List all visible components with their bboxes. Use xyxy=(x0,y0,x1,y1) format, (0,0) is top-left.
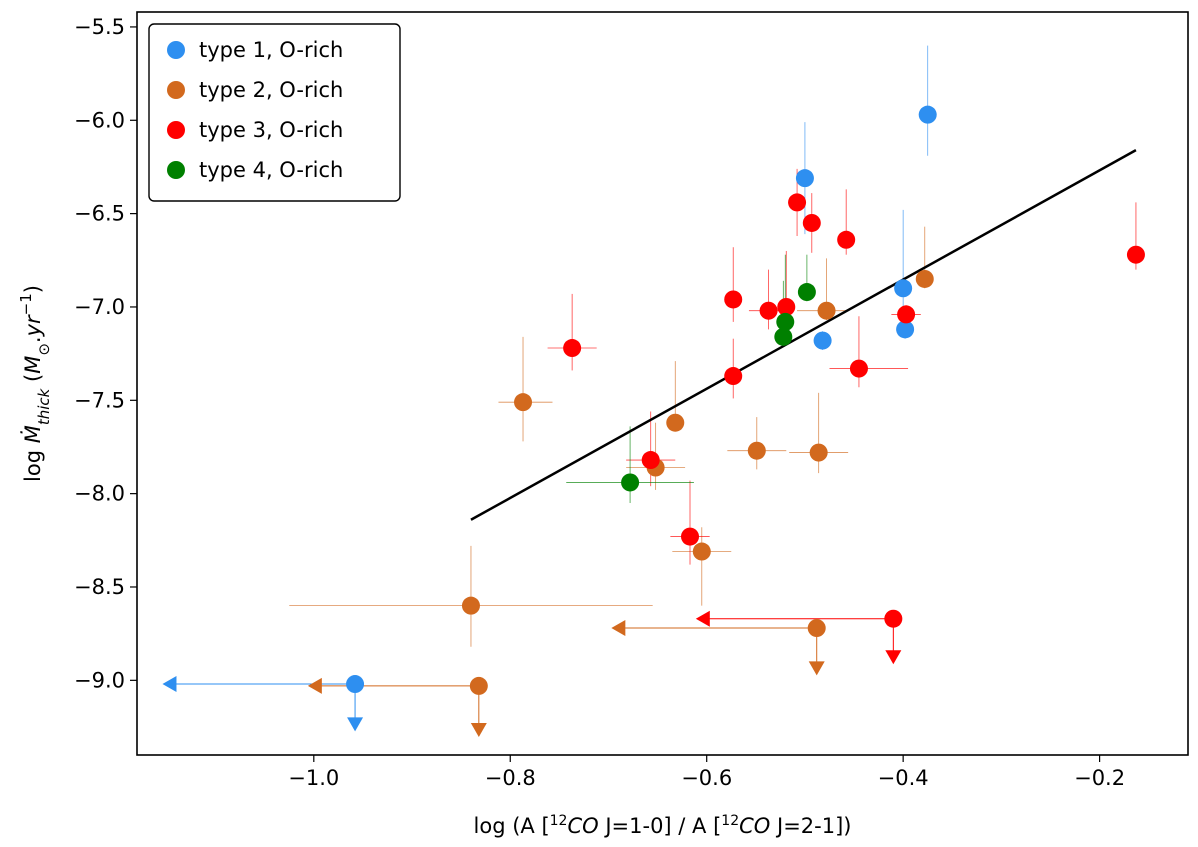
y-tick-label: −6.5 xyxy=(74,202,125,226)
legend-box xyxy=(148,23,401,202)
y-limit-arrow xyxy=(347,717,364,732)
fit-line xyxy=(470,149,1137,521)
x-limit-arrow xyxy=(307,677,322,694)
data-points xyxy=(346,105,1145,695)
data-point xyxy=(692,542,711,561)
legend-label: type 2, O-rich xyxy=(199,78,343,102)
data-point xyxy=(837,230,856,249)
data-point xyxy=(724,290,743,309)
legend-label: type 1, O-rich xyxy=(199,38,343,62)
x-limit-arrow xyxy=(162,676,177,693)
data-point xyxy=(915,269,934,288)
x-axis-ticks: −1.0 −0.8 −0.6 −0.4 −0.2 xyxy=(288,755,1125,790)
data-point xyxy=(884,609,903,628)
legend-marker xyxy=(167,41,185,59)
data-point xyxy=(461,596,480,615)
data-point xyxy=(514,393,533,412)
data-point xyxy=(788,193,807,212)
data-point xyxy=(776,312,795,331)
y-axis-ticks: −5.5 −6.0 −6.5 −7.0 −7.5 −8.0 −8.5 −9.0 xyxy=(74,15,137,692)
data-point xyxy=(896,320,915,339)
data-point xyxy=(894,279,913,298)
y-tick-label: −6.0 xyxy=(74,108,125,132)
data-point xyxy=(777,297,796,316)
data-point xyxy=(918,105,937,124)
data-point xyxy=(774,327,793,346)
y-tick-label: −7.0 xyxy=(74,295,125,319)
data-point xyxy=(813,331,832,350)
data-point xyxy=(897,305,916,324)
y-tick-label: −5.5 xyxy=(74,15,125,39)
data-point xyxy=(621,473,640,492)
legend-label: type 4, O-rich xyxy=(199,158,343,182)
y-limit-arrow xyxy=(885,650,902,665)
y-axis-label: log Ṁthick (M⊙.yr−1) xyxy=(17,285,53,482)
y-tick-label: −7.5 xyxy=(74,388,125,412)
x-tick-label: −0.8 xyxy=(485,766,536,790)
x-tick-label: −0.2 xyxy=(1074,766,1125,790)
x-tick-label: −1.0 xyxy=(288,766,339,790)
data-point xyxy=(795,169,814,188)
y-limit-arrow xyxy=(470,722,487,737)
data-point xyxy=(681,527,700,546)
y-tick-label: −9.0 xyxy=(74,668,125,692)
data-point xyxy=(849,359,868,378)
y-tick-label: −8.0 xyxy=(74,482,125,506)
data-point xyxy=(747,441,766,460)
y-limit-arrow xyxy=(808,661,825,676)
data-point xyxy=(346,675,365,694)
data-point xyxy=(817,301,836,320)
data-point xyxy=(807,619,826,638)
data-point xyxy=(809,443,828,462)
data-point xyxy=(641,451,660,470)
data-point xyxy=(759,301,778,320)
x-limit-arrow xyxy=(611,620,626,637)
x-tick-label: −0.4 xyxy=(878,766,929,790)
legend-label: type 3, O-rich xyxy=(199,118,343,142)
legend: type 1, O-rich type 2, O-rich type 3, O-ri… xyxy=(148,23,401,202)
axes-frame xyxy=(136,11,1189,756)
data-point xyxy=(1126,245,1145,264)
y-tick-label: −8.5 xyxy=(74,575,125,599)
legend-marker xyxy=(167,161,185,179)
legend-marker xyxy=(167,121,185,139)
x-limit-arrow xyxy=(695,610,710,627)
x-tick-label: −0.6 xyxy=(681,766,732,790)
data-point xyxy=(666,413,685,432)
fit-line-group xyxy=(470,149,1137,521)
data-point xyxy=(469,676,488,695)
legend-marker xyxy=(167,81,185,99)
data-point xyxy=(563,339,582,358)
data-point xyxy=(724,367,743,386)
data-point xyxy=(797,283,816,302)
data-point xyxy=(802,213,821,232)
x-axis-label: log (A [12CO J=1-0] / A [12CO J=2-1]) xyxy=(474,813,852,838)
